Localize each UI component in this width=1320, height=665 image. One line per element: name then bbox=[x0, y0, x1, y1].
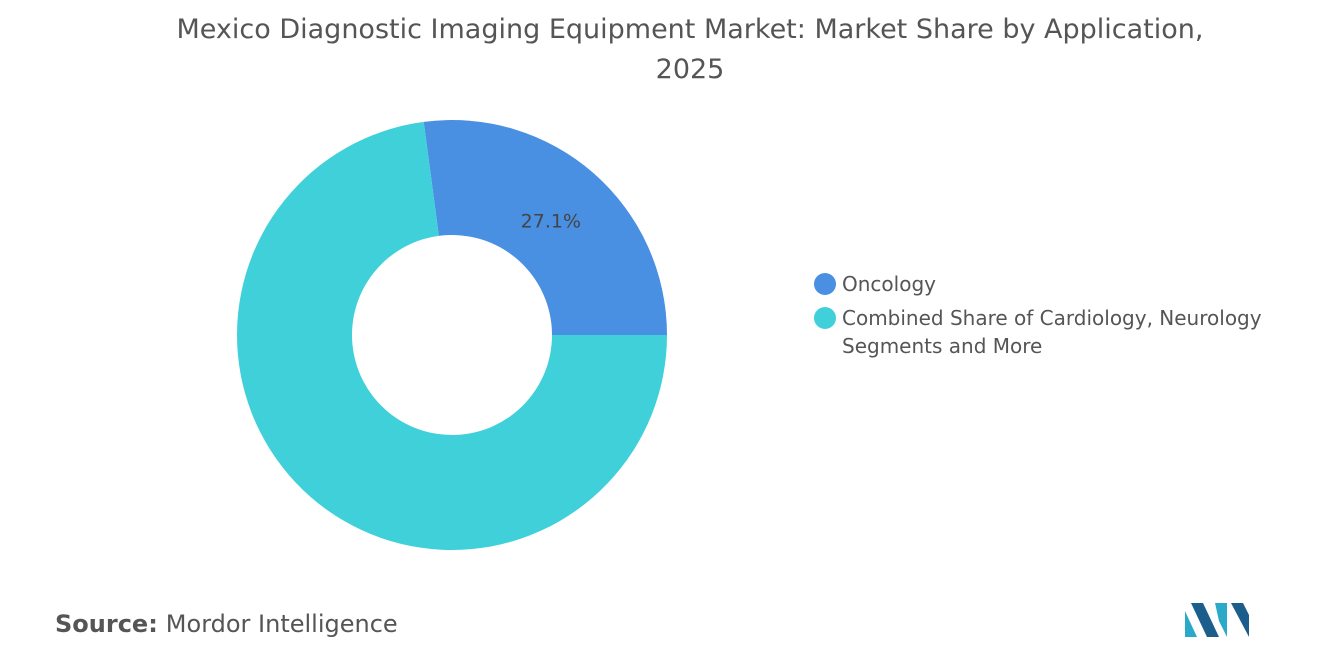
donut-slice bbox=[423, 120, 667, 335]
legend-swatch bbox=[814, 273, 836, 295]
donut-slice bbox=[237, 121, 668, 550]
legend-item: Combined Share of Cardiology, Neurology … bbox=[812, 304, 1292, 360]
data-label: 27.1% bbox=[521, 211, 581, 233]
chart-title: Mexico Diagnostic Imaging Equipment Mark… bbox=[176, 14, 1204, 85]
legend-label: Oncology bbox=[842, 272, 936, 296]
legend-label: Combined Share of Cardiology, Neurology … bbox=[842, 306, 1262, 358]
source-text: Mordor Intelligence bbox=[165, 610, 398, 638]
legend-swatch bbox=[814, 307, 836, 329]
logo bbox=[1185, 603, 1249, 637]
legend-item: Oncology bbox=[812, 270, 1292, 298]
source: Source: Mordor Intelligence bbox=[55, 610, 398, 638]
legend: Oncology Combined Share of Cardiology, Ne… bbox=[812, 270, 1292, 366]
source-label: Source: bbox=[55, 610, 158, 638]
